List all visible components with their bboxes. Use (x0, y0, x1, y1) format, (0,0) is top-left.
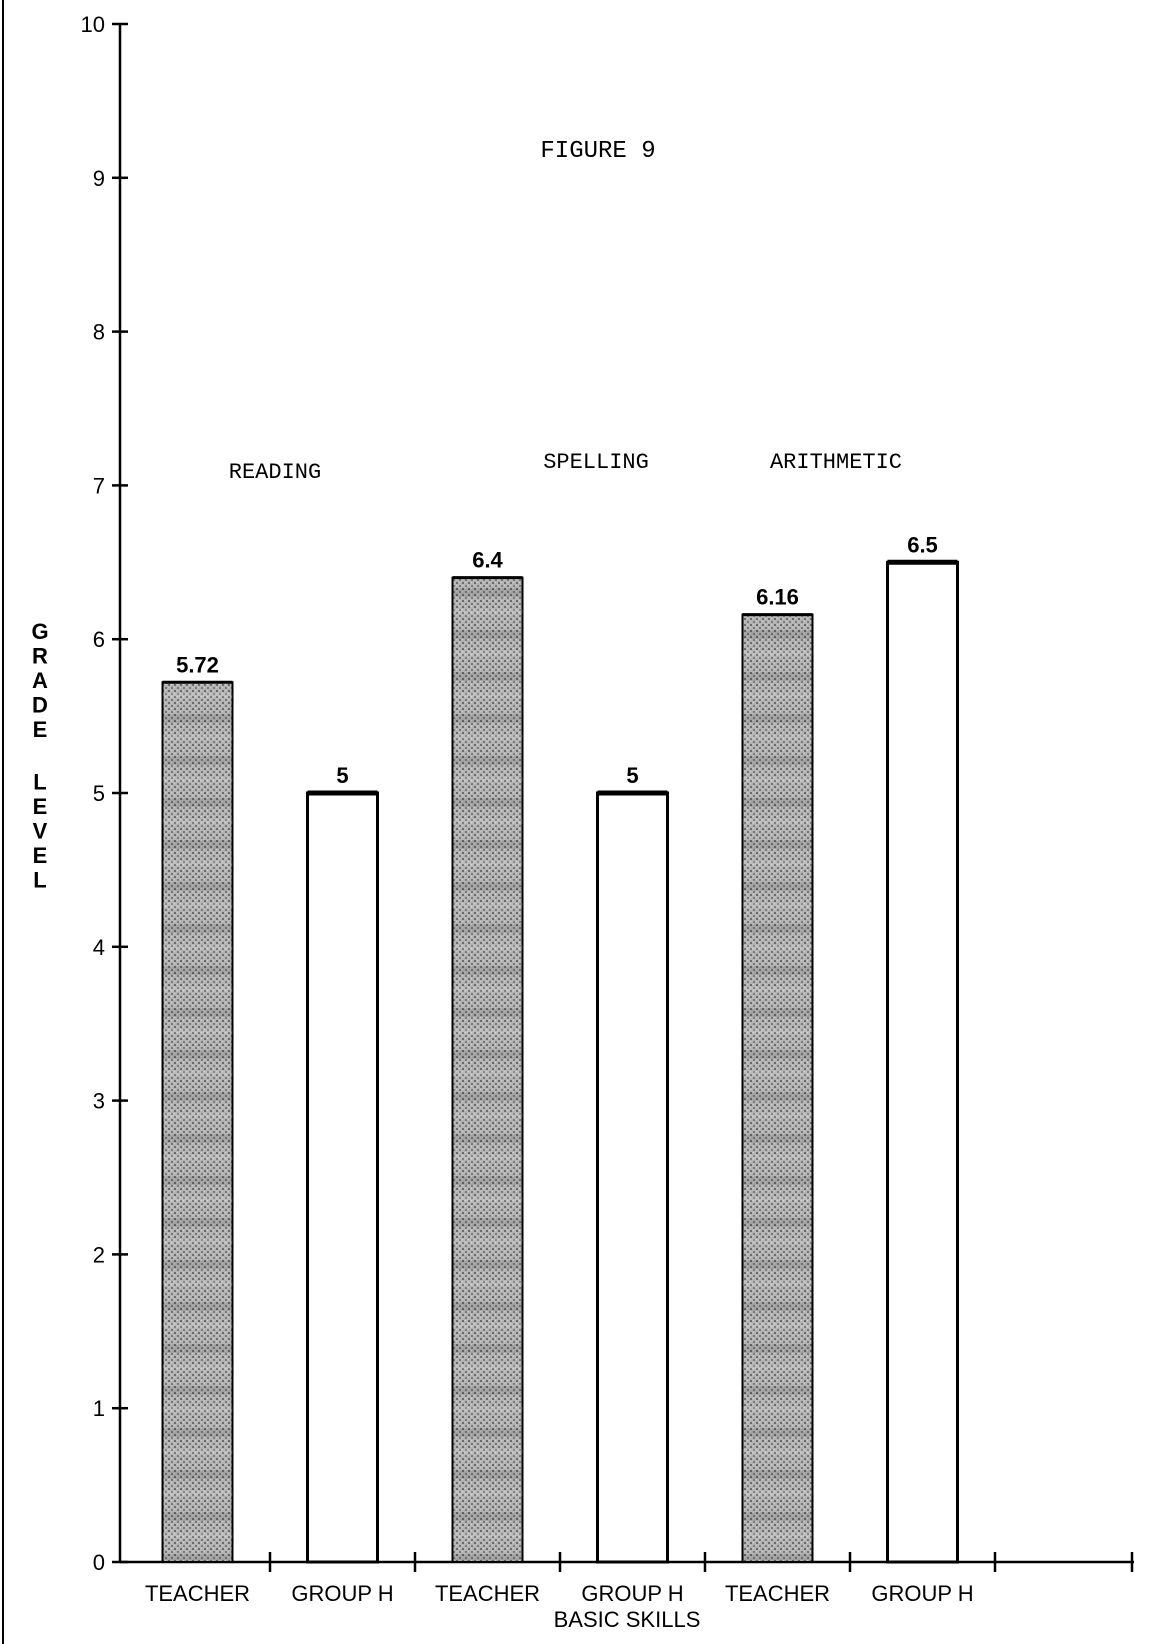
y-axis-label-letter: L (33, 868, 46, 893)
category-labels: TEACHER GROUP H TEACHER GROUP H TEACHER GROUP… (145, 1581, 974, 1606)
y-tick-label: 9 (93, 166, 105, 191)
y-tick-label: 3 (93, 1089, 105, 1114)
group-label-spelling: SPELLING (543, 450, 649, 475)
chart-title: FIGURE 9 (540, 138, 655, 165)
y-axis-label-letter: E (33, 794, 48, 819)
y-tick-label: 8 (93, 320, 105, 345)
bar-3-group-h (596, 791, 669, 1564)
bars-group (161, 559, 959, 1564)
y-tick-label: 2 (93, 1242, 105, 1267)
y-axis-label-letter: V (33, 819, 48, 844)
bar-texture (742, 614, 813, 1562)
x-category-label: TEACHER (435, 1581, 540, 1606)
bar-texture (162, 682, 233, 1562)
group-label-reading: READING (229, 460, 321, 485)
x-category-label: GROUP H (581, 1581, 683, 1606)
bar-texture (452, 577, 523, 1562)
y-tick-label: 7 (93, 473, 105, 498)
y-axis-label-letter: R (32, 644, 48, 669)
x-category-label: TEACHER (145, 1581, 250, 1606)
group-label-arithmetic: ARITHMETIC (770, 450, 902, 475)
value-labels: 5.72 5 6.4 5 6.16 6.5 (176, 532, 938, 788)
y-tick-label: 4 (93, 935, 105, 960)
y-tick-label: 1 (93, 1396, 105, 1421)
y-axis-label-letter: E (33, 717, 48, 742)
bar-value-label: 6.16 (756, 585, 799, 610)
x-category-label: TEACHER (725, 1581, 830, 1606)
bar-5-group-h (886, 560, 959, 1564)
y-tick-label: 10 (81, 12, 105, 37)
y-tick-label: 6 (93, 627, 105, 652)
x-axis-label: BASIC SKILLS (554, 1607, 701, 1632)
y-axis-label-letter: L (33, 770, 46, 795)
bar-value-label: 5.72 (176, 652, 219, 677)
bar-value-label: 6.5 (907, 532, 938, 557)
x-category-label: GROUP H (871, 1581, 973, 1606)
bar-value-label: 5 (626, 763, 638, 788)
y-axis-label-letter: G (31, 619, 48, 644)
x-axis-ticks (268, 1552, 1134, 1572)
bar-value-label: 6.4 (472, 548, 503, 573)
y-tick-label: 5 (93, 781, 105, 806)
y-axis-label-letter: E (33, 843, 48, 868)
y-axis-label-letter: D (32, 693, 48, 718)
y-axis-label-letter: A (32, 668, 48, 693)
bar-1-group-h (306, 791, 379, 1564)
y-tick-label: 0 (93, 1550, 105, 1575)
x-category-label: GROUP H (291, 1581, 393, 1606)
y-axis-ticks: 0 1 2 3 4 5 6 7 8 9 10 (81, 12, 128, 1575)
bar-value-label: 5 (336, 763, 348, 788)
